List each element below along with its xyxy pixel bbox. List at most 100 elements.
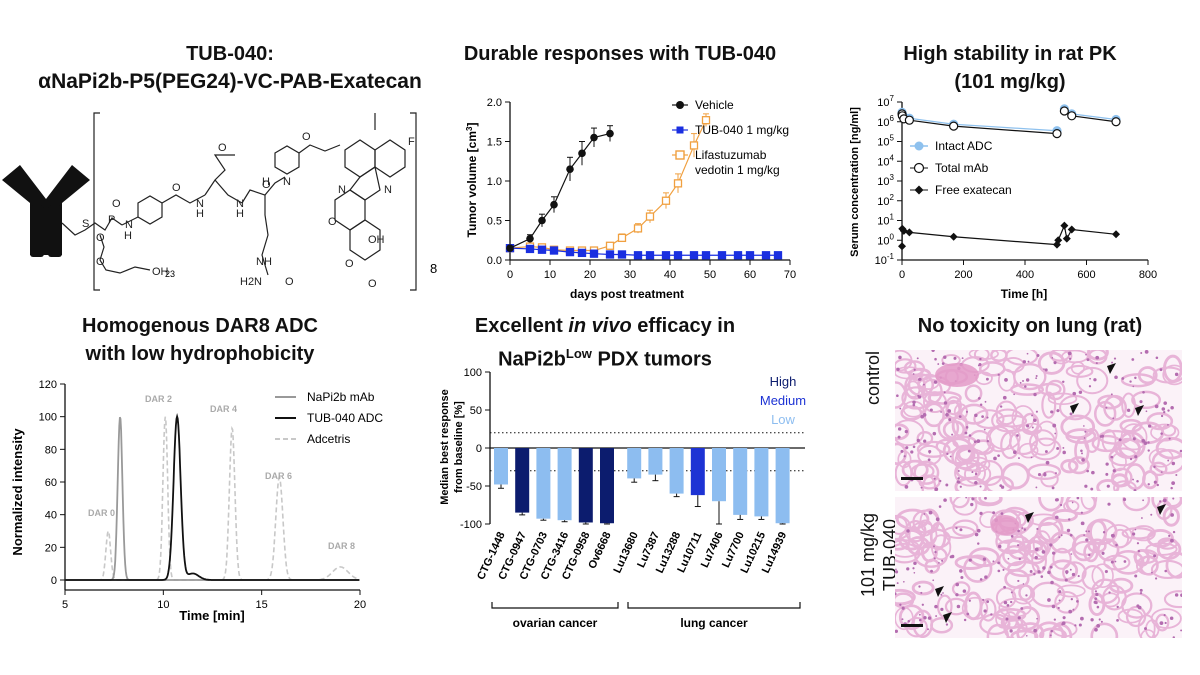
pk-y-tick-label: 106 [877,114,894,129]
lung-nucleus [1105,462,1109,466]
lung-nucleus [1043,368,1045,370]
tumor-series [505,113,783,260]
lung-nucleus [943,355,947,359]
dar-label: DAR 6 [265,471,292,481]
pdx-title-pdx: PDX tumors [591,348,712,371]
lung-nucleus [1159,368,1163,372]
lung-nucleus [1019,381,1022,384]
lung-nucleus [928,510,933,515]
lung-nucleus [1062,616,1066,620]
lung-nucleus [997,561,1001,565]
lung-nucleus [1027,360,1030,363]
tumor-point [633,251,643,260]
lung-nucleus [935,615,938,618]
lung-alveolus [1052,547,1072,570]
lung-alveolus [1096,479,1120,491]
lung-nucleus [1147,483,1150,486]
lung-nucleus [934,604,938,609]
lung-nucleus [1156,483,1160,487]
hic-xlabel: Time [min] [179,608,245,623]
lung-nucleus [1051,486,1055,490]
lung-alveolus [991,408,1025,433]
atom-label: N [196,198,204,210]
pdx-bar [648,448,663,475]
lung-nucleus [985,377,989,381]
lung-alveolus [1061,350,1089,364]
lung-nucleus [951,433,954,436]
tumor-point [645,212,655,221]
lung-alveolus [1041,391,1057,419]
lung-nucleus [927,616,932,620]
legend-high: High [770,374,797,389]
lung-nucleus [943,498,947,502]
atom-label: H [236,208,244,220]
lung-nucleus [1144,350,1149,354]
lung-nucleus [1054,432,1057,435]
lung-nucleus [913,368,916,371]
lung-nucleus [895,570,899,574]
lung-nucleus [902,580,905,583]
lung-nucleus [904,485,909,489]
lung-nucleus [903,455,906,458]
lung-nucleus [920,414,924,419]
lung-alveolus [995,587,1017,609]
lung-nucleus [940,411,943,413]
lung-nucleus [1062,450,1066,455]
lung-nucleus [1055,472,1057,475]
lung-alveolus [1152,366,1182,384]
tumor-x-tick-label: 20 [584,269,596,281]
lung-nucleus [1160,414,1164,418]
lung-nucleus [1132,437,1136,441]
lung-nucleus [1066,528,1071,533]
group-bracket-ovarian [491,602,619,609]
lung-alveolus [1076,366,1109,395]
pk-point [898,242,907,251]
pk-series-line [901,227,1058,247]
lung-nucleus [918,613,921,616]
lung-nucleus [1043,472,1047,475]
lung-nucleus [1101,551,1105,555]
hic-axes: 5 10 15 20 0 20 40 60 80 100 120 [39,379,366,611]
tumor-point [526,234,534,243]
lung-alveolus [895,358,917,374]
lung-nucleus [955,526,958,530]
pk-series [897,104,1121,251]
lung-nucleus [923,616,927,620]
lung-nucleus [997,544,1002,549]
lung-nucleus [1139,400,1143,404]
lung-nucleus [973,440,977,444]
legend-marker-intact [914,141,924,151]
legend-intact: Intact ADC [935,139,993,153]
lung-nucleus [930,569,933,573]
tumor-series-line [509,133,611,249]
lung-nucleus [1172,497,1175,500]
lung-nucleus [1036,354,1040,357]
lung-nucleus [1134,455,1138,459]
lung-nucleus [1081,458,1085,462]
lung-nucleus [1070,553,1073,555]
lung-nucleus [1088,385,1092,388]
lung-nucleus [1132,478,1134,481]
lung-nucleus [935,517,940,522]
pk-x-tick-label: 400 [1016,269,1034,281]
lung-alveolus [1029,429,1056,456]
lung-nucleus [1095,592,1099,597]
lung-nucleus [1024,385,1027,388]
lung-nucleus [1005,617,1009,621]
pdx-y-tick-label: 0 [476,443,482,455]
pdx-y-tick-label: 50 [470,405,482,417]
lung-alveolus [1030,437,1062,461]
tumor-point [761,251,771,260]
dar-label: DAR 0 [88,508,115,518]
lung-nucleus [1052,551,1056,555]
lung-nucleus [895,568,897,571]
tumor-point [633,224,643,233]
lung-nucleus [1033,572,1036,576]
lung-nucleus [957,477,960,480]
lung-nucleus [1162,498,1167,503]
lung-nucleus [1111,533,1115,538]
lung-nucleus [1096,605,1100,609]
pk-y-tick-label: 103 [877,173,894,188]
lung-nucleus [916,438,920,443]
structure-title-line1: TUB-040: [186,43,274,65]
